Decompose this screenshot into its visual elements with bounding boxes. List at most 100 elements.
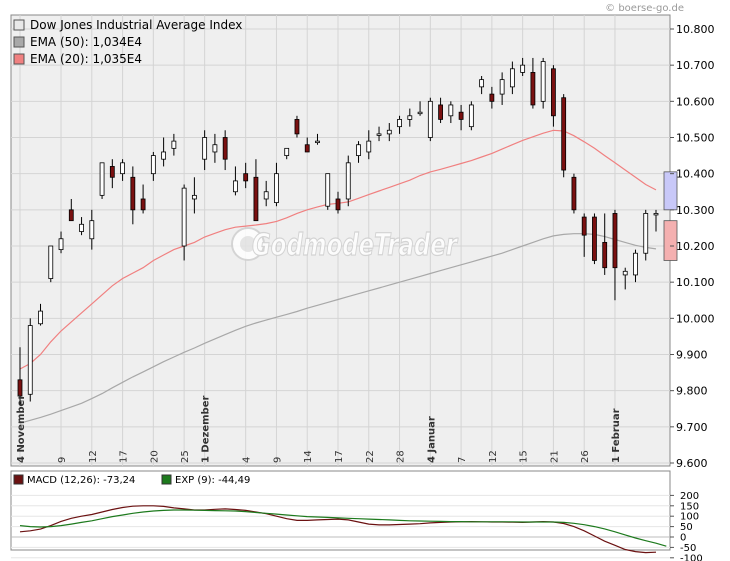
candle-up xyxy=(417,111,423,115)
candle-up xyxy=(499,79,505,95)
candle-up xyxy=(520,64,526,73)
candle-up xyxy=(284,147,290,156)
candle-up xyxy=(386,129,392,135)
candle-down xyxy=(335,198,341,211)
candle-up xyxy=(345,162,351,200)
price-y-axis: 9.600 9.700 9.800 9.900 10.000 10.100 10.200 10… xyxy=(670,23,715,470)
candle-down xyxy=(109,166,115,178)
price-series xyxy=(17,57,659,424)
candle-down xyxy=(458,111,464,120)
candle-up xyxy=(427,100,433,138)
price-x-tick-label: 1 Februar xyxy=(611,408,622,463)
candle-down xyxy=(222,137,228,160)
candle-up xyxy=(150,155,156,175)
macd-y-tick-label: 200 xyxy=(680,491,699,502)
candle-up xyxy=(315,140,320,144)
candle-up xyxy=(653,213,659,216)
price-x-tick-label: 9 xyxy=(57,457,68,463)
candle-down xyxy=(530,72,536,106)
candle-down xyxy=(592,216,597,261)
candle-up xyxy=(643,213,649,254)
exp-signal-line xyxy=(19,509,667,547)
legend-label-exp: EXP (9): -44,49 xyxy=(175,475,250,486)
price-x-tick-label: 1 Dezember xyxy=(201,396,212,463)
price-y-tick-label: 10.700 xyxy=(676,59,715,72)
candle-up xyxy=(274,173,279,204)
price-x-tick-label: 28 xyxy=(396,450,407,463)
candle-up xyxy=(202,137,208,160)
candle-up xyxy=(479,79,485,88)
price-x-tick-label: 15 xyxy=(519,450,530,463)
legend-swatch-exp xyxy=(161,474,172,485)
legend-label-ema50: EMA (50): 1,034E4 xyxy=(30,35,142,49)
price-x-tick-label: 12 xyxy=(88,450,99,463)
price-x-tick-label: 9 xyxy=(272,457,283,463)
watermark-logo-inner xyxy=(240,236,256,252)
price-x-tick-label: 20 xyxy=(149,450,160,463)
candle-up xyxy=(191,194,197,200)
price-y-tick-label: 10.300 xyxy=(676,204,715,217)
price-x-tick-label: 26 xyxy=(580,450,591,463)
price-x-tick-label: 22 xyxy=(365,450,376,463)
legend-swatch-macd xyxy=(13,474,24,485)
price-x-tick-label: 7 xyxy=(457,457,468,463)
candle-down xyxy=(551,68,556,117)
price-y-tick-label: 10.600 xyxy=(676,95,715,108)
price-x-tick-label: 21 xyxy=(549,450,560,463)
macd-y-tick-label: 100 xyxy=(680,512,699,523)
macd-y-tick-label: 50 xyxy=(680,522,693,533)
price-x-tick-label: 14 xyxy=(303,450,314,463)
price-x-tick-label: 4 xyxy=(242,457,253,463)
candle-up xyxy=(325,173,331,207)
candle-down xyxy=(243,173,249,182)
candle-down xyxy=(253,176,259,222)
price-x-tick-label: 4 Januar xyxy=(426,416,437,463)
price-x-tick-label: 12 xyxy=(488,450,499,463)
ema50-line xyxy=(19,233,657,424)
price-y-tick-label: 9.700 xyxy=(676,421,708,434)
price-y-tick-label: 10.100 xyxy=(676,276,715,289)
price-y-tick-label: 10.500 xyxy=(676,132,715,145)
candle-down xyxy=(438,104,443,120)
price-y-tick-label: 9.600 xyxy=(676,457,708,470)
watermark-text: GodmodeTrader xyxy=(252,228,459,263)
candle-down xyxy=(561,97,567,171)
candle-down xyxy=(602,241,608,269)
price-legend: Dow Jones Industrial Average Index EMA (… xyxy=(13,18,242,66)
price-x-axis: 4 November 9 12 17 20 25 1 Dezember 4 9 14 17 22 28 4… xyxy=(16,395,622,463)
macd-legend: MACD (12,26): -73,24 EXP (9): -44,49 xyxy=(13,474,250,486)
candle-up xyxy=(161,151,167,160)
price-y-tick-label: 10.400 xyxy=(676,168,715,181)
candle-down xyxy=(304,144,310,153)
candle-up xyxy=(540,61,546,102)
watermark: GodmodeTrader xyxy=(231,227,459,264)
candle-up xyxy=(79,223,84,232)
candle-up xyxy=(58,238,64,251)
candle-up xyxy=(468,104,474,128)
candle-down xyxy=(612,213,618,269)
candle-down xyxy=(130,176,136,211)
candle-up xyxy=(448,104,454,117)
price-highlight-box xyxy=(663,220,678,261)
candle-up xyxy=(181,187,187,247)
price-x-tick-label: 25 xyxy=(180,450,191,463)
candle-down xyxy=(294,119,300,135)
price-y-tick-label: 9.800 xyxy=(676,385,708,398)
price-y-tick-label: 9.900 xyxy=(676,349,708,362)
price-y-tick-label: 10.000 xyxy=(676,312,715,325)
candle-up xyxy=(263,191,269,200)
candle-up xyxy=(366,140,372,153)
candle-down xyxy=(17,379,23,397)
macd-y-tick-label: -100 xyxy=(680,553,703,561)
macd-series xyxy=(19,505,667,554)
candle-down xyxy=(68,209,74,222)
candle-up xyxy=(27,325,33,395)
legend-swatch-dji xyxy=(13,19,25,31)
legend-label-ema20: EMA (20): 1,035E4 xyxy=(30,52,142,66)
candle-up xyxy=(356,144,361,156)
price-y-tick-label: 10.200 xyxy=(676,240,715,253)
candle-up xyxy=(407,115,413,120)
candle-up xyxy=(509,68,515,88)
